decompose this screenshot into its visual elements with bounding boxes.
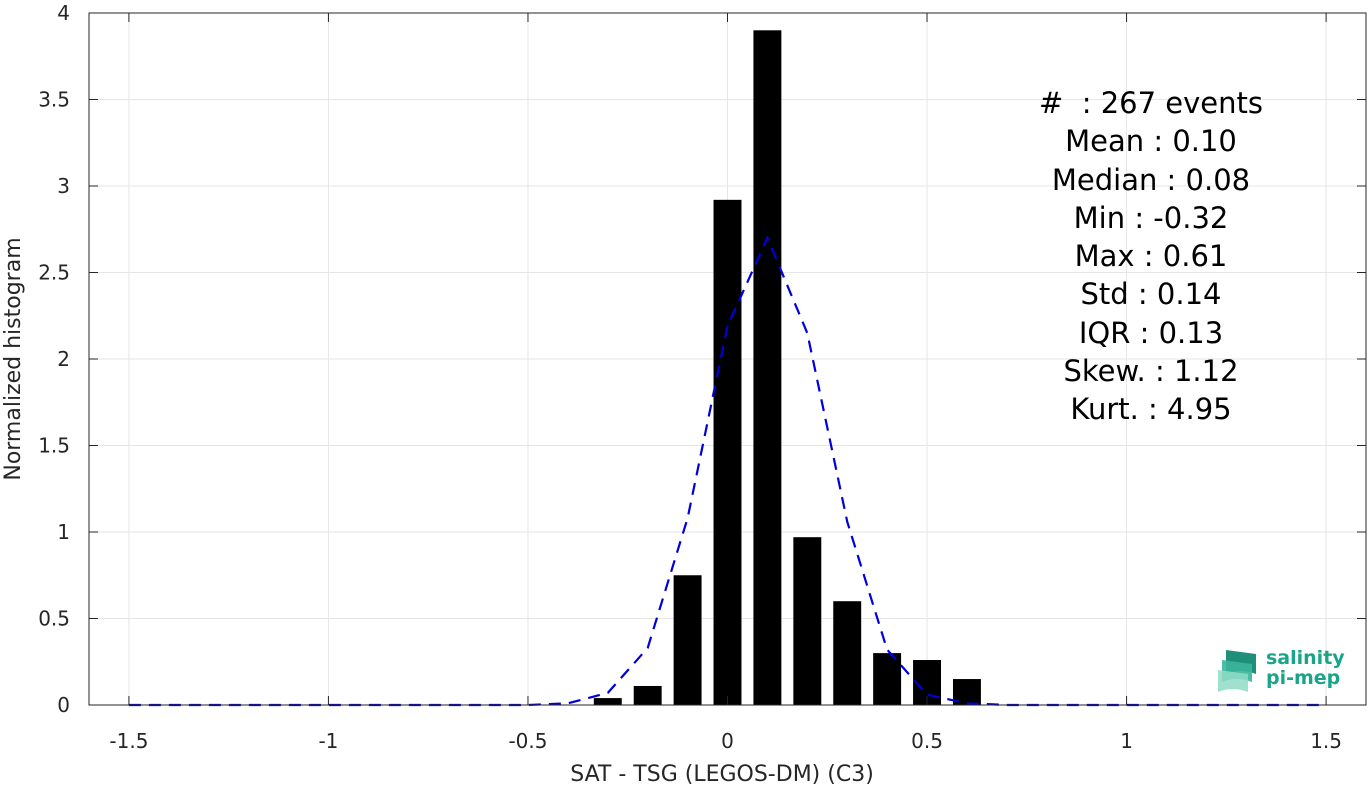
stat-mean: Mean : 0.10: [1065, 124, 1237, 159]
histogram-bar: [673, 575, 702, 705]
x-tick-label: -0.5: [508, 729, 547, 753]
x-tick-label: 1.5: [1310, 729, 1342, 753]
stat-skew: Skew. : 1.12: [1063, 354, 1239, 389]
stat-iqr: IQR : 0.13: [1078, 315, 1224, 350]
x-tick-label: 1: [1120, 729, 1133, 753]
histogram-bar: [833, 601, 862, 705]
salinity-pimep-logo: salinity pi-mep: [1216, 648, 1346, 696]
stat-min: Min : -0.32: [1073, 200, 1229, 235]
logo-waves-icon: [1218, 650, 1256, 692]
y-tick-label: 0.5: [38, 607, 70, 631]
x-axis-label: SAT - TSG (LEGOS-DM) (C3): [570, 762, 874, 785]
axis-ticks: [89, 12, 1366, 706]
histogram-bar: [593, 698, 622, 705]
y-tick-label: 0: [57, 693, 70, 717]
y-tick-label: 3.5: [38, 88, 70, 112]
y-tick-label: 1.5: [38, 434, 70, 458]
logo-text: salinity pi-mep: [1266, 648, 1345, 688]
logo-line-2: pi-mep: [1266, 667, 1341, 689]
histogram-bar: [873, 653, 902, 705]
x-tick-labels: -1.5 -1 -0.5 0 0.5 1 1.5: [109, 729, 1342, 753]
x-tick-label: -1: [318, 729, 338, 753]
stat-max: Max : 0.61: [1074, 239, 1228, 274]
histogram-bar: [793, 537, 822, 705]
logo-line-1: salinity: [1266, 647, 1345, 669]
histogram-bars: [593, 30, 981, 706]
y-axis-label: Normalized histogram: [1, 237, 26, 480]
y-tick-label: 4: [57, 1, 70, 25]
x-tick-label: 0.5: [911, 729, 943, 753]
histogram-bar: [753, 30, 782, 706]
histogram-bar: [713, 199, 742, 705]
stat-median: Median : 0.08: [1051, 162, 1251, 197]
statistics-panel: # : 267 events Mean : 0.10 Median : 0.08…: [1020, 84, 1282, 429]
x-tick-label: 0: [721, 729, 734, 753]
histogram-bar: [633, 685, 662, 705]
stat-count: # : 267 events: [1039, 86, 1263, 120]
stat-kurt: Kurt. : 4.95: [1070, 392, 1232, 427]
y-tick-label: 2.5: [38, 261, 70, 285]
y-tick-labels: 0 0.5 1 1.5 2 2.5 3 3.5 4: [38, 1, 70, 717]
y-tick-label: 2: [57, 347, 70, 371]
y-tick-label: 3: [57, 174, 70, 198]
x-tick-label: -1.5: [109, 729, 148, 753]
y-tick-label: 1: [57, 520, 70, 544]
stat-std: Std : 0.14: [1080, 277, 1222, 312]
